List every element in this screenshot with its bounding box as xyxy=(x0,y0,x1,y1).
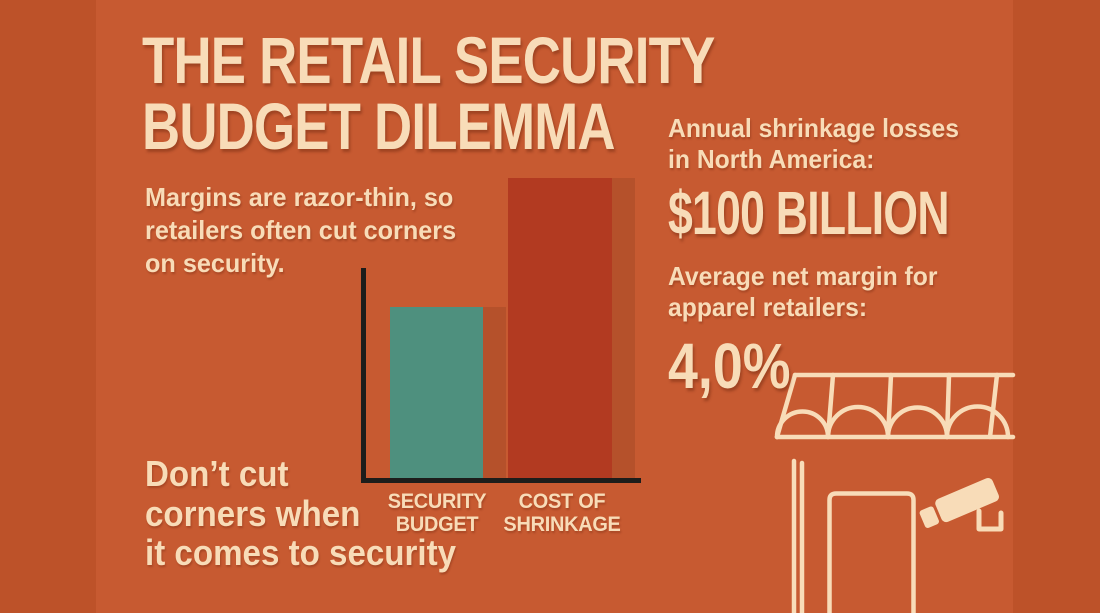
stat-margin-value: 4,0% xyxy=(668,330,791,402)
cta-line-2: corners when xyxy=(145,492,361,534)
awning-post xyxy=(791,458,805,613)
camera-mount xyxy=(976,508,1004,532)
bar-label-line: SECURITY xyxy=(387,490,487,513)
intro-text: Margins are razor-thin, so retailers oft… xyxy=(145,181,456,280)
chart-y-axis xyxy=(361,268,366,483)
cta-text: Don’t cut corners when it comes to secur… xyxy=(145,454,456,573)
background-right-band xyxy=(1013,0,1100,613)
intro-line-1: Margins are razor-thin, so xyxy=(145,182,454,212)
bar-security-budget xyxy=(390,307,483,478)
cta-line-3: it comes to security xyxy=(145,532,457,573)
intro-line-3: on security. xyxy=(145,248,285,278)
title-line-2: BUDGET DILEMMA xyxy=(142,89,616,163)
stat-label-line: Average net margin for xyxy=(668,261,938,291)
door xyxy=(827,491,916,613)
stat-label-line: in North America: xyxy=(668,144,875,174)
stat-shrinkage-value: $100 BILLION xyxy=(668,179,950,247)
stat-label-line: Annual shrinkage losses xyxy=(668,113,960,143)
bar-label-security-budget: SECURITY BUDGET xyxy=(352,490,523,536)
page-title: THE RETAIL SECURITY BUDGET DILEMMA xyxy=(142,23,715,163)
awning-scallops xyxy=(774,404,1011,440)
awning-icon xyxy=(774,372,1016,440)
bar-label-line: COST OF xyxy=(518,490,606,513)
stat-label-line: apparel retailers: xyxy=(668,292,868,322)
intro-line-2: retailers often cut corners xyxy=(145,215,457,245)
bar-label-cost-of-shrinkage: COST OF SHRINKAGE xyxy=(477,490,648,536)
bar-label-line: BUDGET xyxy=(395,513,479,536)
cta-line-1: Don’t cut xyxy=(145,453,289,494)
stat-margin-label: Average net margin for apparel retailers… xyxy=(668,261,937,323)
title-line-1: THE RETAIL SECURITY xyxy=(142,23,715,97)
chart-x-axis xyxy=(361,478,641,483)
stat-shrinkage-label: Annual shrinkage losses in North America… xyxy=(668,113,959,175)
bar-cost-of-shrinkage xyxy=(508,178,612,478)
bar-label-line: SHRINKAGE xyxy=(503,513,621,536)
cctv-camera-icon xyxy=(919,478,999,528)
background-left-band xyxy=(0,0,96,613)
